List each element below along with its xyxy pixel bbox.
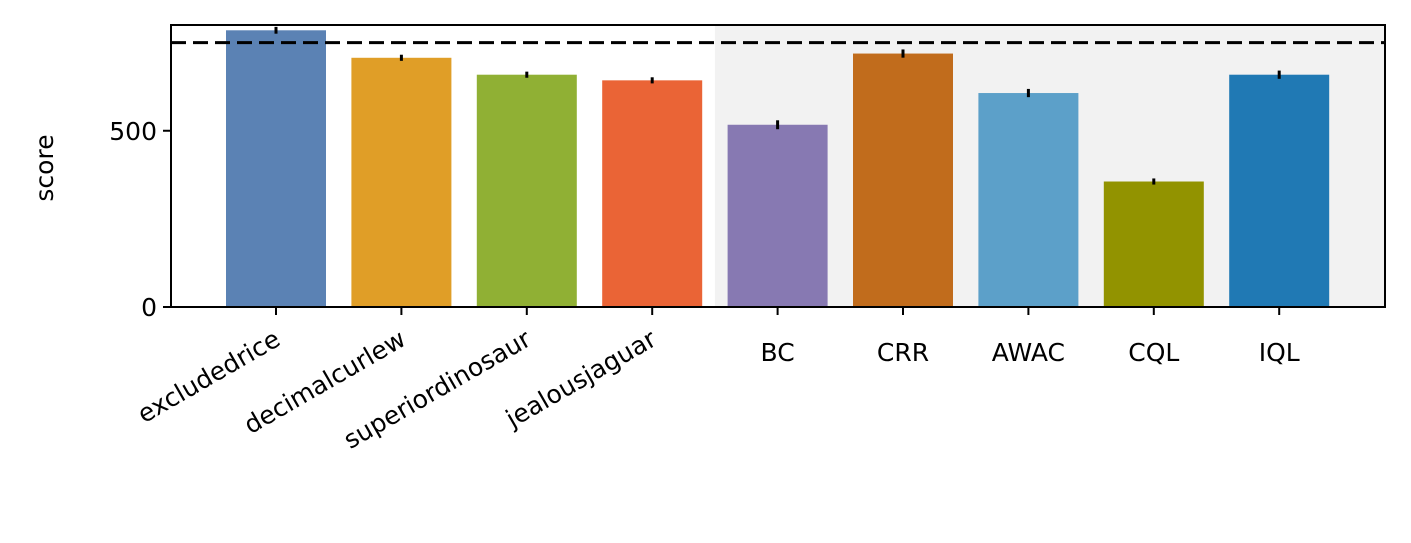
y-axis-label: score xyxy=(30,134,59,201)
x-tick-label-CRR: CRR xyxy=(877,338,929,367)
x-tick-label-AWAC: AWAC xyxy=(992,338,1065,367)
bar-BC xyxy=(727,124,828,307)
y-axis: 0 500 xyxy=(109,117,171,322)
error-bars-layer xyxy=(274,26,1281,185)
bar-AWAC xyxy=(978,93,1079,307)
x-axis: excludedricedecimalcurlewsuperiordinosau… xyxy=(133,307,1300,455)
x-tick-label-IQL: IQL xyxy=(1259,338,1300,367)
bar-CQL xyxy=(1103,181,1204,307)
x-tick-label-CQL: CQL xyxy=(1128,338,1179,367)
bar-excludedrice xyxy=(226,30,326,307)
bar-superiordinosaur xyxy=(476,74,577,307)
bar-jealousjaguar xyxy=(602,80,703,307)
bar-CRR xyxy=(853,53,953,307)
bars-layer xyxy=(226,30,1330,307)
y-tick-label: 0 xyxy=(141,293,157,322)
bar-decimalcurlew xyxy=(351,57,452,307)
bar-IQL xyxy=(1229,74,1330,307)
y-tick-label: 500 xyxy=(109,117,157,146)
x-tick-label-BC: BC xyxy=(761,338,795,367)
